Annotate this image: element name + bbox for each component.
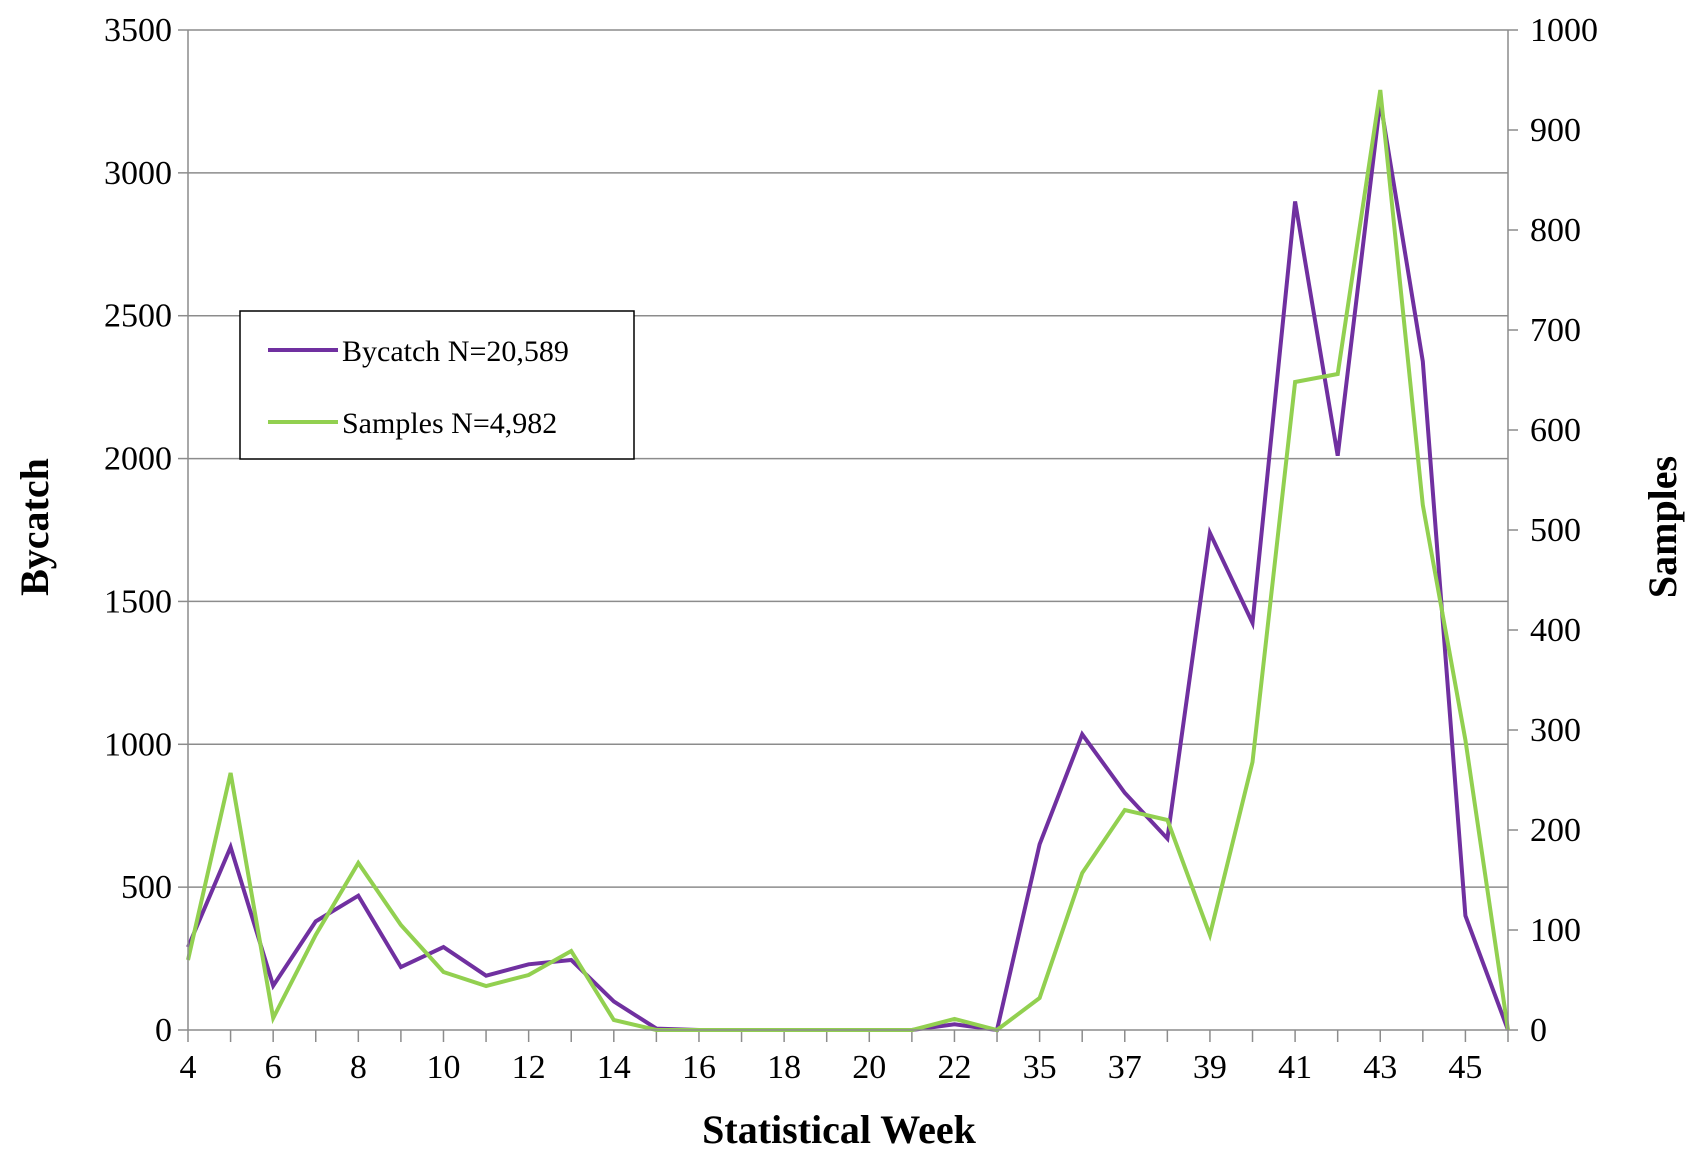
left-tick-label: 2500 — [104, 298, 172, 335]
right-tick-label: 700 — [1530, 312, 1581, 349]
x-tick-label: 37 — [1108, 1049, 1142, 1086]
x-tick-label: 16 — [682, 1049, 716, 1086]
left-tick-label: 1000 — [104, 726, 172, 763]
series-line-samples — [186, 89, 1510, 1033]
x-tick-label: 6 — [265, 1049, 282, 1086]
x-axis-ticks: 4 6 8 10 12 14 16 18 20 22 35 37 39 41 43 45 — [180, 1030, 1509, 1086]
x-tick-label: 35 — [1023, 1049, 1057, 1086]
x-tick-label: 39 — [1193, 1049, 1227, 1086]
y2-axis-title: Samples — [1640, 456, 1685, 598]
series-lines — [186, 89, 1510, 1033]
right-tick-label: 1000 — [1530, 12, 1598, 49]
x-tick-label: 45 — [1448, 1049, 1482, 1086]
x-tick-label: 20 — [852, 1049, 886, 1086]
x-tick-label: 4 — [180, 1049, 197, 1086]
left-tick-label: 500 — [121, 869, 172, 906]
legend-box — [239, 310, 635, 460]
y-axis-title: Bycatch — [12, 458, 57, 596]
left-tick-label: 1500 — [104, 583, 172, 620]
x-tick-label: 43 — [1363, 1049, 1397, 1086]
right-axis-ticks: 0 100 200 300 400 500 600 700 800 900 1000 — [1508, 12, 1598, 1049]
x-tick-label: 22 — [937, 1049, 971, 1086]
x-tick-label: 14 — [597, 1049, 631, 1086]
legend: Bycatch N=20,589 Samples N=4,982 — [239, 310, 635, 460]
left-tick-label: 3500 — [104, 12, 172, 49]
x-tick-label: 10 — [426, 1049, 460, 1086]
x-axis-title: Statistical Week — [702, 1107, 976, 1149]
right-tick-label: 900 — [1530, 112, 1581, 149]
left-axis-ticks: 0 500 1000 1500 2000 2500 3000 3500 — [104, 12, 188, 1049]
right-tick-label: 200 — [1530, 812, 1581, 849]
right-tick-label: 0 — [1530, 1012, 1547, 1049]
right-tick-label: 100 — [1530, 912, 1581, 949]
plot-frame — [187, 30, 1509, 1031]
x-tick-label: 41 — [1278, 1049, 1312, 1086]
x-tick-label: 18 — [767, 1049, 801, 1086]
right-tick-label: 800 — [1530, 212, 1581, 249]
right-tick-label: 600 — [1530, 412, 1581, 449]
left-tick-label: 0 — [155, 1012, 172, 1049]
right-tick-label: 300 — [1530, 712, 1581, 749]
x-tick-label: 8 — [350, 1049, 367, 1086]
right-tick-label: 500 — [1530, 512, 1581, 549]
left-tick-label: 2000 — [104, 441, 172, 478]
x-tick-label: 12 — [512, 1049, 546, 1086]
series-line-bycatch — [186, 101, 1510, 1033]
right-tick-label: 400 — [1530, 612, 1581, 649]
legend-label-bycatch: Bycatch N=20,589 — [342, 335, 569, 368]
left-tick-label: 3000 — [104, 155, 172, 192]
legend-label-samples: Samples N=4,982 — [342, 407, 557, 440]
